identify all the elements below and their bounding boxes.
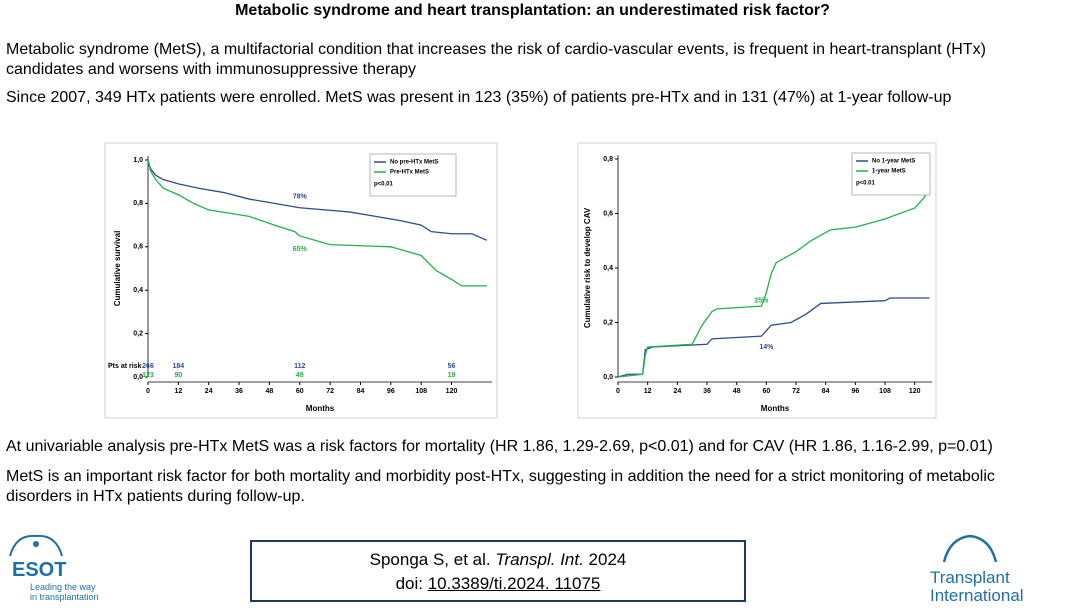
at-risk-count: 56 — [448, 363, 456, 370]
ti-name: Transplant — [930, 568, 1010, 587]
annotation: 78% — [293, 194, 308, 201]
y-tick-label: 1,0 — [133, 157, 143, 164]
x-tick-label: 48 — [266, 388, 274, 395]
authors: Sponga S, et al. — [369, 550, 496, 569]
x-tick-label: 120 — [446, 388, 458, 395]
x-tick-label: 0 — [146, 388, 150, 395]
y-axis-label: Cumulative risk to develop CAV — [583, 207, 592, 328]
y-tick-label: 0,2 — [603, 319, 613, 326]
ti-name: International — [930, 586, 1024, 605]
y-tick-label: 0,4 — [603, 265, 613, 272]
chart-frame — [577, 142, 937, 419]
doi-line: doi: 10.3389/ti.2024. 11075 — [252, 572, 744, 596]
legend-note: p<0.01 — [374, 182, 394, 188]
at-risk-count: 19 — [448, 372, 456, 379]
x-tick-label: 84 — [357, 388, 365, 395]
journal: Transpl. Int. — [495, 550, 584, 569]
x-tick-label: 48 — [733, 388, 741, 395]
at-risk-count: 49 — [296, 372, 304, 379]
title: Metabolic syndrome and heart transplanta… — [235, 2, 830, 19]
y-tick-label: 0,8 — [133, 200, 143, 207]
x-tick-label: 36 — [703, 388, 711, 395]
charts: 0,0 0,2 0,4 0,6 0,8 1,0 0 12 24 36 48 60 72 84 96 108 12… — [104, 142, 937, 419]
at-risk-count: 266 — [142, 363, 154, 370]
legend-label: No pre-HTx MetS — [390, 160, 438, 166]
x-tick-label: 12 — [644, 388, 652, 395]
x-tick-label: 0 — [616, 388, 620, 395]
esot-tagline: in transplantation — [30, 592, 99, 602]
legend-box — [369, 153, 457, 197]
legend-box — [851, 152, 931, 196]
annotation: 25% — [754, 298, 769, 305]
x-tick-label: 60 — [762, 388, 770, 395]
survival-curve — [617, 183, 931, 378]
x-tick-label: 108 — [879, 388, 891, 395]
x-tick-label: 96 — [851, 388, 859, 395]
intro-text: Since 2007, 349 HTx patients were enroll… — [6, 89, 952, 106]
legend-label: No 1-year MetS — [872, 159, 915, 165]
at-risk-count: 123 — [142, 372, 154, 379]
x-axis-label: Months — [761, 404, 790, 413]
at-risk-count: 90 — [174, 372, 182, 379]
y-tick-label: 0,6 — [133, 244, 143, 251]
at-risk-count: 184 — [173, 363, 185, 370]
legend-note: p<0.01 — [856, 181, 876, 187]
doi-link[interactable]: 10.3389/ti.2024. 11075 — [427, 574, 601, 593]
logo-icon — [942, 534, 998, 563]
y-tick-label: 0,2 — [133, 330, 143, 337]
citation: Sponga S, et al. Transpl. Int. 2024 doi:… — [250, 540, 746, 602]
x-tick-label: 108 — [415, 388, 427, 395]
y-tick-label: 0,8 — [603, 156, 613, 163]
legend-label: 1-year MetS — [872, 169, 906, 175]
x-tick-label: 24 — [205, 388, 213, 395]
x-tick-label: 24 — [673, 388, 681, 395]
citation-line: Sponga S, et al. Transpl. Int. 2024 — [252, 548, 744, 572]
chart-frame — [104, 142, 498, 419]
esot-tagline: Leading the way — [30, 582, 96, 592]
esot-name: ESOT — [12, 559, 67, 581]
finding-text: MetS is an important risk factor for bot… — [6, 468, 995, 505]
x-tick-label: 96 — [387, 388, 395, 395]
finding-text: At univariable analysis pre-HTx MetS was… — [6, 438, 993, 455]
intro-text: Metabolic syndrome (MetS), a multifactor… — [6, 41, 986, 78]
annotation: 14% — [759, 344, 774, 351]
x-axis-label: Months — [306, 404, 335, 413]
doi-label: doi: — [395, 574, 428, 593]
year: 2024 — [583, 550, 627, 569]
y-tick-label: 0,4 — [133, 287, 143, 294]
survival-curve — [147, 159, 487, 287]
y-axis-label: Cumulative survival — [113, 231, 122, 307]
annotation: 65% — [293, 246, 308, 253]
x-tick-label: 72 — [792, 388, 800, 395]
x-tick-label: 120 — [909, 388, 921, 395]
x-tick-label: 84 — [822, 388, 830, 395]
at-risk-label: Pts at risk — [108, 363, 142, 370]
y-tick-label: 0,6 — [603, 210, 613, 217]
survival-curve — [147, 159, 488, 241]
x-tick-label: 12 — [174, 388, 182, 395]
esot-logo: ESOT Leading the way in transplantation — [6, 530, 116, 602]
y-tick-label: 0,0 — [603, 374, 613, 381]
at-risk-count: 112 — [294, 363, 305, 370]
x-tick-label: 36 — [235, 388, 243, 395]
y-tick-label: 0,0 — [133, 374, 143, 381]
logo-icon — [9, 534, 63, 557]
legend-label: Pre-HTx MetS — [390, 170, 429, 176]
ti-logo: Transplant International — [930, 532, 1060, 605]
x-tick-label: 60 — [296, 388, 304, 395]
x-tick-label: 72 — [326, 388, 334, 395]
survival-curve — [617, 297, 930, 378]
